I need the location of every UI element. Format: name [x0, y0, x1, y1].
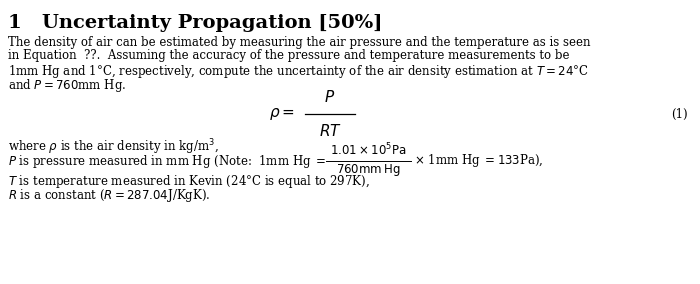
Text: $R$ is a constant ($R = 287.04$J/KgK).: $R$ is a constant ($R = 287.04$J/KgK). [8, 187, 211, 204]
Text: (1): (1) [671, 108, 688, 120]
Text: $\rho =$: $\rho =$ [270, 106, 295, 122]
Text: $RT$: $RT$ [318, 123, 342, 139]
Text: $760\mathrm{mm\,Hg}$: $760\mathrm{mm\,Hg}$ [336, 162, 400, 179]
Text: and $P = 760$mm Hg.: and $P = 760$mm Hg. [8, 76, 126, 93]
Text: $\times$ 1mm Hg $= 133$Pa),: $\times$ 1mm Hg $= 133$Pa), [414, 152, 544, 169]
Text: $P$: $P$ [324, 89, 335, 105]
Text: where $\rho$ is the air density in kg/m$^3$,: where $\rho$ is the air density in kg/m$… [8, 137, 219, 156]
Text: $1.01 \times 10^5\mathrm{Pa}$: $1.01 \times 10^5\mathrm{Pa}$ [330, 142, 406, 158]
Text: The density of air can be estimated by measuring the air pressure and the temper: The density of air can be estimated by m… [8, 36, 591, 49]
Text: $T$ is temperature measured in Kevin (24°C is equal to 297K),: $T$ is temperature measured in Kevin (24… [8, 173, 370, 190]
Text: 1mm Hg and 1°C, respectively, compute the uncertainty of the air density estimat: 1mm Hg and 1°C, respectively, compute th… [8, 63, 589, 80]
Text: 1   Uncertainty Propagation [50%]: 1 Uncertainty Propagation [50%] [8, 14, 382, 32]
Text: $P$ is pressure measured in mm Hg (Note:  1mm Hg $=$: $P$ is pressure measured in mm Hg (Note:… [8, 153, 326, 170]
Text: in Equation  ??.  Assuming the accuracy of the pressure and temperature measurem: in Equation ??. Assuming the accuracy of… [8, 49, 570, 62]
